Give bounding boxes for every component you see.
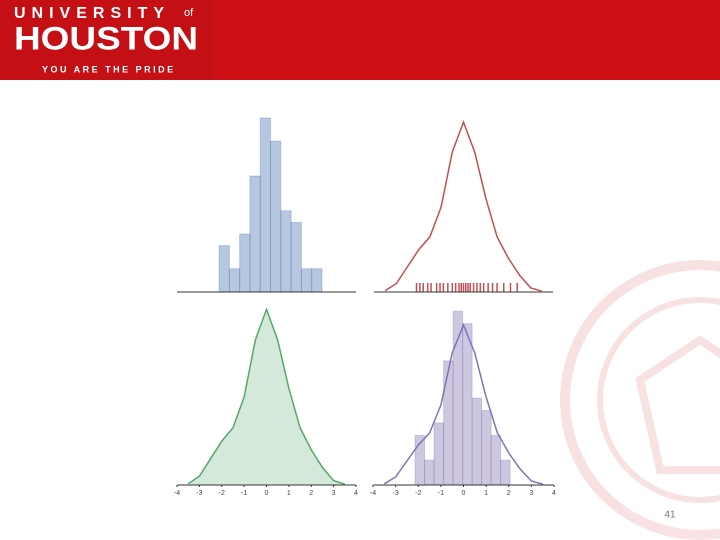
x-tick-label: 4 xyxy=(552,490,556,497)
x-tick-label: -1 xyxy=(438,490,444,497)
histogram-bar xyxy=(218,245,230,293)
histogram-bar xyxy=(280,210,292,293)
histogram-bar xyxy=(259,117,272,293)
x-tick-label: -3 xyxy=(393,490,399,497)
x-tick-label: -4 xyxy=(174,490,180,497)
x-tick-label: 2 xyxy=(507,490,511,497)
histogram-bar xyxy=(290,221,302,293)
histogram-bar xyxy=(471,397,483,486)
logo-university: UNIVERSITY xyxy=(14,5,170,22)
x-tick-label: -1 xyxy=(241,490,247,497)
histogram-bar xyxy=(270,140,282,293)
x-tick-label: 4 xyxy=(354,490,358,497)
histogram-bar xyxy=(239,233,251,293)
histogram-bar xyxy=(443,360,454,486)
seal-watermark xyxy=(560,260,720,540)
histogram-bar xyxy=(481,410,492,486)
histogram-bar xyxy=(249,175,261,293)
x-tick-label: -2 xyxy=(219,490,225,497)
histogram-bar xyxy=(300,268,313,293)
x-tick-label: 2 xyxy=(309,490,313,497)
logo-tagline: YOU ARE THE PRIDE xyxy=(42,64,176,74)
kde-line-fill xyxy=(188,309,345,485)
histogram-bar xyxy=(311,268,323,293)
kde-line xyxy=(383,322,543,485)
x-tick-label: 1 xyxy=(484,490,488,497)
x-tick-label: 3 xyxy=(529,490,533,497)
x-tick-label: 3 xyxy=(332,490,336,497)
kde-line xyxy=(384,120,543,292)
x-tick-label: 0 xyxy=(265,490,269,497)
x-tick-label: -2 xyxy=(415,490,421,497)
histogram-bar xyxy=(490,434,502,486)
histogram-bar xyxy=(228,268,241,293)
histogram-bar xyxy=(462,323,473,486)
histogram-bar xyxy=(500,459,511,486)
logo-of: of xyxy=(184,7,194,19)
logo-houston: HOUSTON xyxy=(14,20,198,56)
histogram-bar xyxy=(433,422,445,486)
histogram-bar xyxy=(424,459,435,486)
x-tick-label: -4 xyxy=(370,490,376,497)
logo-box xyxy=(0,0,212,80)
page-number: 41 xyxy=(664,510,676,521)
kde-line xyxy=(187,307,346,485)
x-tick-label: 1 xyxy=(287,490,291,497)
x-tick-label: -3 xyxy=(196,490,202,497)
x-tick-label: 0 xyxy=(462,490,466,497)
